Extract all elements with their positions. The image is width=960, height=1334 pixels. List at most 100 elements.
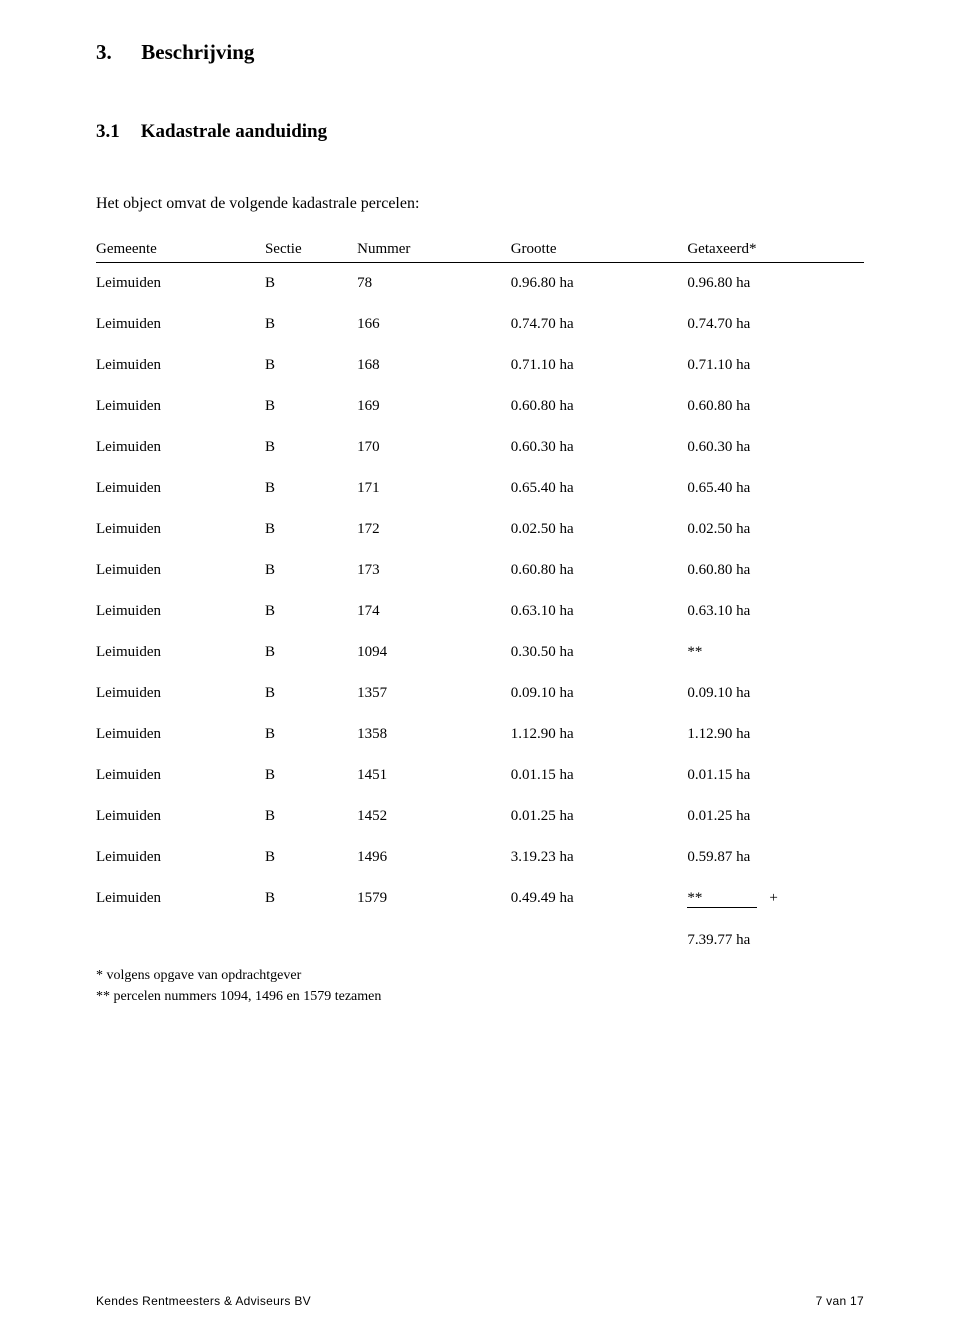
table-row-total: 7.39.77 ha	[96, 920, 864, 961]
cell-grootte: 0.60.80 ha	[511, 386, 688, 427]
cell-sectie: B	[265, 796, 357, 837]
cell-sectie: B	[265, 386, 357, 427]
cell-grootte: 0.60.80 ha	[511, 550, 688, 591]
sum-underline: **	[687, 890, 757, 908]
cell-grootte: 0.09.10 ha	[511, 673, 688, 714]
table-header: Gemeente Sectie Nummer Grootte Getaxeerd…	[96, 237, 864, 263]
cell-nummer: 1358	[357, 714, 511, 755]
footnote-1: * volgens opgave van opdrachtgever	[96, 965, 864, 986]
cell-nummer: 1579	[357, 878, 511, 920]
cell-nummer: 78	[357, 263, 511, 305]
table-row: LeimuidenB13581.12.90 ha1.12.90 ha	[96, 714, 864, 755]
cell-sectie: B	[265, 550, 357, 591]
cell-grootte: 0.01.25 ha	[511, 796, 688, 837]
cell-nummer: 173	[357, 550, 511, 591]
cell-getaxeerd: **	[687, 632, 864, 673]
subsection-heading: 3.1 Kadastrale aanduiding	[96, 121, 864, 143]
document-page: 3. Beschrijving 3.1 Kadastrale aanduidin…	[0, 0, 960, 1334]
cell-sectie: B	[265, 755, 357, 796]
cell-sectie: B	[265, 304, 357, 345]
cell-getaxeerd: 0.01.15 ha	[687, 755, 864, 796]
cell-getaxeerd: 0.63.10 ha	[687, 591, 864, 632]
table-body: LeimuidenB780.96.80 ha0.96.80 haLeimuide…	[96, 263, 864, 879]
col-getaxeerd: Getaxeerd*	[687, 237, 864, 263]
cell-sectie: B	[265, 468, 357, 509]
cell-getaxeerd: 0.65.40 ha	[687, 468, 864, 509]
cell-sectie: B	[265, 509, 357, 550]
col-gemeente: Gemeente	[96, 237, 265, 263]
table-row: LeimuidenB1680.71.10 ha0.71.10 ha	[96, 345, 864, 386]
cell-total: 7.39.77 ha	[687, 920, 864, 961]
cell-getaxeerd: 0.09.10 ha	[687, 673, 864, 714]
cell-nummer: 1094	[357, 632, 511, 673]
cell-grootte: 0.71.10 ha	[511, 345, 688, 386]
cell-nummer: 174	[357, 591, 511, 632]
table-row: LeimuidenB1740.63.10 ha0.63.10 ha	[96, 591, 864, 632]
cell-gemeente: Leimuiden	[96, 837, 265, 878]
cell-grootte: 0.63.10 ha	[511, 591, 688, 632]
cell-sectie: B	[265, 878, 357, 920]
cell-grootte: 0.60.30 ha	[511, 427, 688, 468]
footnotes: * volgens opgave van opdrachtgever ** pe…	[96, 965, 864, 1007]
cell-gemeente: Leimuiden	[96, 591, 265, 632]
cell-nummer: 166	[357, 304, 511, 345]
subsection-title: Kadastrale aanduiding	[141, 121, 327, 142]
cell-nummer: 170	[357, 427, 511, 468]
cell-getaxeerd: 0.96.80 ha	[687, 263, 864, 305]
table-row: LeimuidenB10940.30.50 ha**	[96, 632, 864, 673]
cell-grootte: 0.74.70 ha	[511, 304, 688, 345]
col-sectie: Sectie	[265, 237, 357, 263]
cell-nummer: 168	[357, 345, 511, 386]
cell-sectie: B	[265, 345, 357, 386]
cell-gemeente: Leimuiden	[96, 632, 265, 673]
cell-nummer: 1451	[357, 755, 511, 796]
section-heading: 3. Beschrijving	[96, 40, 864, 65]
table-row: LeimuidenB1730.60.80 ha0.60.80 ha	[96, 550, 864, 591]
cell-gemeente: Leimuiden	[96, 509, 265, 550]
cell-nummer: 169	[357, 386, 511, 427]
table-row: LeimuidenB14963.19.23 ha0.59.87 ha	[96, 837, 864, 878]
section-number: 3.	[96, 40, 136, 65]
col-grootte: Grootte	[511, 237, 688, 263]
cell-nummer: 1452	[357, 796, 511, 837]
cell-getaxeerd: 0.60.30 ha	[687, 427, 864, 468]
cell-grootte: 1.12.90 ha	[511, 714, 688, 755]
cell-grootte: 3.19.23 ha	[511, 837, 688, 878]
table-row: LeimuidenB14510.01.15 ha0.01.15 ha	[96, 755, 864, 796]
cell-grootte: 0.49.49 ha	[511, 878, 688, 920]
cell-getaxeerd: 0.74.70 ha	[687, 304, 864, 345]
getaxeerd-value: **	[687, 890, 702, 906]
cell-getaxeerd: 0.02.50 ha	[687, 509, 864, 550]
section-title: Beschrijving	[141, 40, 254, 64]
cell-gemeente: Leimuiden	[96, 673, 265, 714]
footer-left: Kendes Rentmeesters & Adviseurs BV	[96, 1294, 311, 1308]
table-row: LeimuidenB1690.60.80 ha0.60.80 ha	[96, 386, 864, 427]
table-row: LeimuidenB1720.02.50 ha0.02.50 ha	[96, 509, 864, 550]
cell-sectie: B	[265, 427, 357, 468]
cell-getaxeerd: 0.71.10 ha	[687, 345, 864, 386]
cell-gemeente: Leimuiden	[96, 386, 265, 427]
cell-getaxeerd: 0.59.87 ha	[687, 837, 864, 878]
subsection-number: 3.1	[96, 121, 136, 143]
table-row: LeimuidenB14520.01.25 ha0.01.25 ha	[96, 796, 864, 837]
cell-getaxeerd-last: **+	[687, 878, 864, 920]
cell-grootte: 0.30.50 ha	[511, 632, 688, 673]
cell-gemeente: Leimuiden	[96, 468, 265, 509]
table-row-last: Leimuiden B 1579 0.49.49 ha **+	[96, 878, 864, 920]
cell-sectie: B	[265, 591, 357, 632]
footer-right: 7 van 17	[816, 1294, 864, 1308]
cell-grootte: 0.02.50 ha	[511, 509, 688, 550]
cell-sectie: B	[265, 714, 357, 755]
cell-grootte: 0.65.40 ha	[511, 468, 688, 509]
cell-gemeente: Leimuiden	[96, 263, 265, 305]
table-row: LeimuidenB1700.60.30 ha0.60.30 ha	[96, 427, 864, 468]
table-row: LeimuidenB13570.09.10 ha0.09.10 ha	[96, 673, 864, 714]
cell-grootte: 0.96.80 ha	[511, 263, 688, 305]
cell-gemeente: Leimuiden	[96, 345, 265, 386]
footnote-2: ** percelen nummers 1094, 1496 en 1579 t…	[96, 986, 864, 1007]
cell-getaxeerd: 0.60.80 ha	[687, 550, 864, 591]
cell-sectie: B	[265, 837, 357, 878]
cell-gemeente: Leimuiden	[96, 714, 265, 755]
cell-getaxeerd: 0.60.80 ha	[687, 386, 864, 427]
cell-nummer: 1496	[357, 837, 511, 878]
